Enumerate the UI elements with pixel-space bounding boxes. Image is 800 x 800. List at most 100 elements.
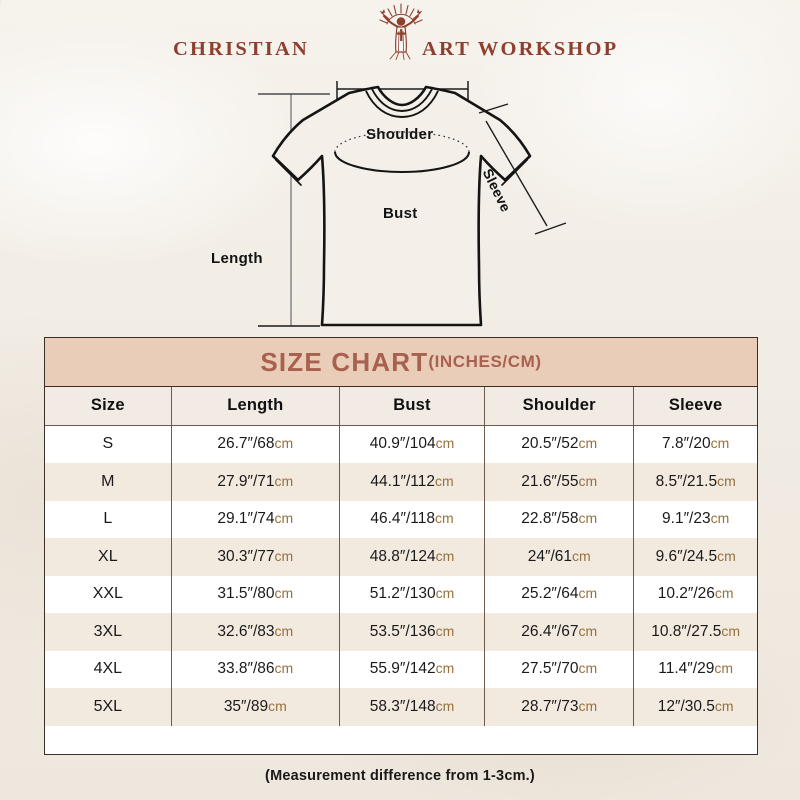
size-chart-table: SIZE CHART (INCHES/CM) Size Length Bust … bbox=[44, 337, 758, 755]
cell-size: S bbox=[102, 435, 114, 453]
cell-size: M bbox=[101, 472, 115, 490]
cell-sleeve: 9.1″/23cm bbox=[633, 500, 757, 538]
cell-length: 30.3″/77cm bbox=[170, 538, 340, 576]
value-sleeve: 8.5″/21.5 bbox=[655, 472, 718, 490]
cell-shoulder: 20.5″/52cm bbox=[484, 425, 634, 463]
value-shoulder: 21.6″/55 bbox=[521, 472, 579, 490]
unit-label: cm bbox=[435, 585, 455, 602]
value-sleeve: 9.1″/23 bbox=[662, 510, 711, 528]
cell-size: L bbox=[103, 510, 113, 528]
shoulder-label: Shoulder bbox=[366, 126, 434, 143]
unit-label: cm bbox=[572, 547, 591, 564]
sleeve-dimension-line bbox=[478, 103, 567, 235]
unit-label: cm bbox=[435, 510, 454, 527]
brand-name-right: ART WORKSHOP bbox=[422, 38, 619, 60]
unit-label: cm bbox=[435, 660, 455, 677]
collar bbox=[365, 86, 439, 118]
cell-sleeve: 12″/30.5cm bbox=[633, 688, 757, 726]
unit-label: cm bbox=[710, 435, 730, 452]
cell-length: 33.8″/86cm bbox=[170, 650, 340, 688]
cell-bust: 44.1″/112cm bbox=[338, 463, 485, 501]
table-header-row: Size Length Bust Shoulder Sleeve bbox=[45, 387, 757, 426]
value-sleeve: 10.2″/26 bbox=[657, 585, 715, 603]
cell-shoulder: 24″/61cm bbox=[484, 538, 634, 576]
unit-label: cm bbox=[578, 435, 598, 452]
value-sleeve: 12″/30.5 bbox=[657, 697, 715, 715]
table-row: 4XL 33.8″/86cm 55.9″/142cm 27.5″/70cm 11.4″/… bbox=[45, 650, 757, 688]
unit-label: cm bbox=[717, 547, 736, 564]
unit-label: cm bbox=[578, 660, 598, 677]
cell-length: 29.1″/74cm bbox=[170, 500, 340, 538]
value-length: 31.5″/80 bbox=[217, 585, 275, 603]
shoulder-dimension-line bbox=[336, 81, 469, 100]
value-shoulder: 25.2″/64 bbox=[521, 585, 579, 603]
column-header-sleeve: Sleeve bbox=[633, 387, 757, 426]
measurement-note: (Measurement difference from 1-3cm.) bbox=[265, 768, 535, 784]
size-chart-title-main: SIZE CHART bbox=[260, 346, 429, 377]
cell-size: 5XL bbox=[93, 697, 123, 715]
unit-label: cm bbox=[578, 472, 598, 489]
table-row: 3XL 32.6″/83cm 53.5″/136cm 26.4″/67cm 10.8″/… bbox=[45, 613, 757, 651]
value-shoulder: 22.8″/58 bbox=[521, 510, 579, 528]
cell-size: XXL bbox=[92, 585, 123, 603]
unit-label: cm bbox=[578, 622, 598, 639]
value-length: 35″/89 bbox=[223, 697, 269, 715]
cell-length: 27.9″/71cm bbox=[170, 463, 340, 501]
value-bust: 48.8″/124 bbox=[369, 547, 436, 565]
unit-label: cm bbox=[578, 585, 598, 602]
bust-ellipse bbox=[334, 131, 470, 173]
table-row: M 27.9″/71cm 44.1″/112cm 21.6″/55cm 8.5″/21.… bbox=[45, 463, 757, 501]
unit-label: cm bbox=[274, 435, 294, 452]
table-row: XL 30.3″/77cm 48.8″/124cm 24″/61cm 9.6″/24.5… bbox=[45, 538, 757, 576]
cell-bust: 48.8″/124cm bbox=[338, 538, 485, 576]
cell-sleeve: 10.2″/26cm bbox=[633, 575, 757, 613]
value-bust: 53.5″/136 bbox=[369, 622, 436, 640]
unit-label: cm bbox=[578, 510, 598, 527]
value-bust: 46.4″/118 bbox=[370, 510, 435, 528]
table-row: 5XL 35″/89cm 58.3″/148cm 28.7″/73cm 12″/30.5… bbox=[45, 688, 757, 726]
value-shoulder: 26.4″/67 bbox=[521, 622, 579, 640]
unit-label: cm bbox=[435, 435, 455, 452]
cell-shoulder: 26.4″/67cm bbox=[484, 613, 634, 651]
value-length: 32.6″/83 bbox=[217, 622, 275, 640]
unit-label: cm bbox=[435, 622, 455, 639]
cell-bust: 58.3″/148cm bbox=[338, 688, 485, 726]
cell-bust: 53.5″/136cm bbox=[338, 613, 485, 651]
cell-length: 35″/89cm bbox=[170, 688, 340, 726]
cell-sleeve: 10.8″/27.5cm bbox=[633, 613, 757, 651]
brand-header: CHRISTIAN bbox=[0, 0, 800, 74]
value-shoulder: 20.5″/52 bbox=[521, 435, 579, 453]
tshirt-measurement-diagram: Shoulder Bust Length Sleeve bbox=[0, 60, 800, 335]
value-sleeve: 10.8″/27.5 bbox=[651, 622, 722, 640]
unit-label: cm bbox=[714, 697, 734, 714]
cell-length: 32.6″/83cm bbox=[170, 613, 340, 651]
value-bust: 55.9″/142 bbox=[369, 660, 436, 678]
cell-shoulder: 27.5″/70cm bbox=[484, 650, 634, 688]
cell-sleeve: 9.6″/24.5cm bbox=[633, 538, 757, 576]
cell-sleeve: 8.5″/21.5cm bbox=[633, 463, 757, 501]
unit-label: cm bbox=[268, 697, 287, 714]
unit-label: cm bbox=[714, 585, 734, 602]
size-chart-title-bar: SIZE CHART (INCHES/CM) bbox=[45, 338, 757, 387]
cell-size: 3XL bbox=[93, 622, 123, 640]
cell-bust: 51.2″/130cm bbox=[338, 575, 485, 613]
column-header-bust: Bust bbox=[338, 387, 485, 426]
cell-sleeve: 7.8″/20cm bbox=[633, 425, 757, 463]
risen-christ-logo-icon bbox=[372, 2, 430, 60]
value-length: 26.7″/68 bbox=[217, 435, 275, 453]
value-length: 27.9″/71 bbox=[217, 472, 275, 490]
unit-label: cm bbox=[274, 585, 294, 602]
value-sleeve: 9.6″/24.5 bbox=[655, 547, 718, 565]
value-length: 33.8″/86 bbox=[217, 660, 275, 678]
cell-size: XL bbox=[98, 547, 118, 565]
cell-shoulder: 22.8″/58cm bbox=[484, 500, 634, 538]
unit-label: cm bbox=[274, 622, 294, 639]
measurements-table: Size Length Bust Shoulder Sleeve S 26.7″/… bbox=[45, 387, 757, 726]
value-bust: 44.1″/112 bbox=[370, 472, 435, 490]
cell-length: 26.7″/68cm bbox=[170, 425, 340, 463]
value-shoulder: 24″/61 bbox=[527, 547, 573, 565]
unit-label: cm bbox=[578, 697, 598, 714]
table-row: S 26.7″/68cm 40.9″/104cm 20.5″/52cm 7.8″/20c… bbox=[45, 425, 757, 463]
unit-label: cm bbox=[274, 472, 294, 489]
cell-shoulder: 25.2″/64cm bbox=[484, 575, 634, 613]
